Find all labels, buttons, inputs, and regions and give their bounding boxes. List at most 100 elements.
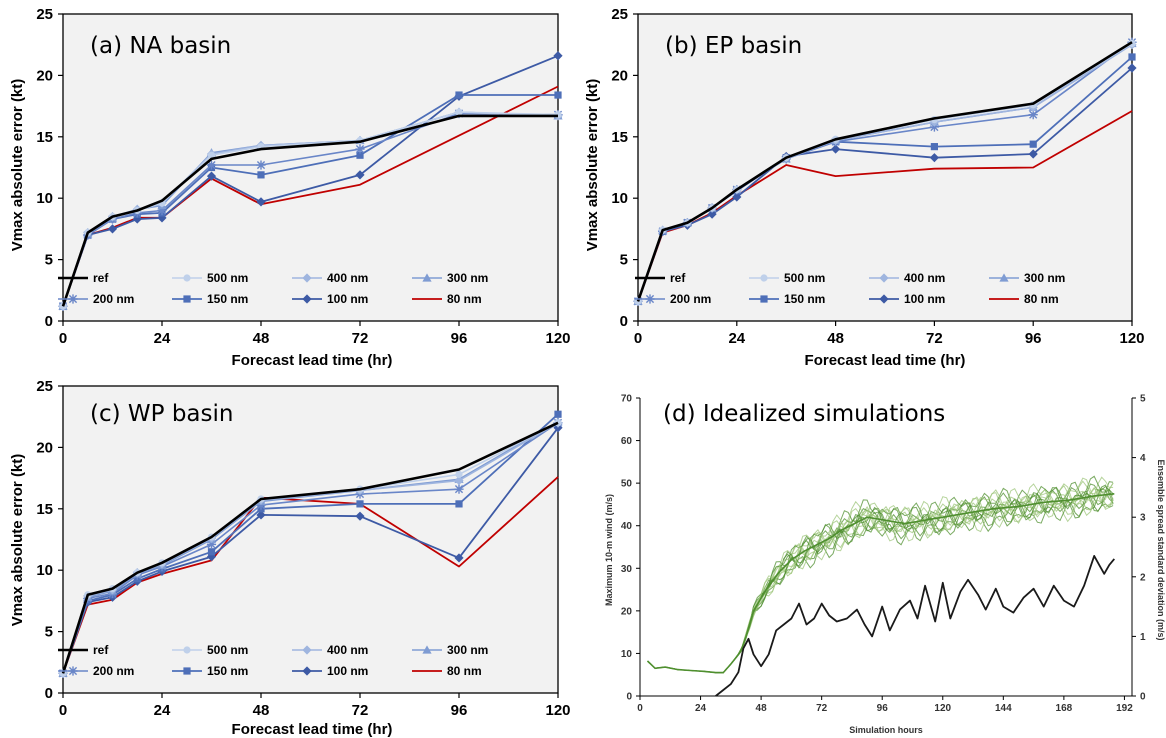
legend-label-ref: ref <box>670 271 686 285</box>
plot-area <box>62 385 559 694</box>
legend-label-80-nm: 80 nm <box>447 664 482 678</box>
x-axis-label: Forecast lead time (hr) <box>805 352 966 369</box>
y2-tick-label: 2 <box>1140 572 1146 583</box>
x-tick-label: 72 <box>816 703 828 714</box>
panel-na-basin: (a) NA basin Vmax absolute error (kt) Fo… <box>9 6 571 369</box>
data-point-100-nm <box>256 510 266 520</box>
data-point-150-nm <box>1029 140 1037 148</box>
data-point-100-nm <box>929 153 939 163</box>
legend-label-150-nm: 150 nm <box>207 664 248 678</box>
legend-marker-500-nm <box>760 274 768 282</box>
x-tick-label: 72 <box>352 702 369 719</box>
y-tick-label: 50 <box>621 479 633 490</box>
y-tick-label: 0 <box>626 692 632 703</box>
series-line-100-nm <box>62 54 559 307</box>
y-tick-label: 10 <box>611 190 628 207</box>
x-tick-label: 48 <box>756 703 768 714</box>
x-tick-label: 192 <box>1116 703 1133 714</box>
series-line-80-nm <box>62 476 559 674</box>
series-line-200-nm <box>62 422 559 674</box>
legend-label-100-nm: 100 nm <box>327 292 368 306</box>
data-point-200-nm <box>929 122 939 132</box>
y-tick-label: 5 <box>45 624 53 641</box>
series-line-ensemble-spread <box>715 555 1115 697</box>
series-line-100-nm <box>62 427 559 674</box>
y-tick-label: 70 <box>621 394 633 405</box>
x-tick-label: 0 <box>637 703 643 714</box>
x-axis-label: Forecast lead time (hr) <box>232 721 393 738</box>
data-point-150-nm <box>207 548 216 556</box>
data-point-100-nm <box>1127 63 1137 73</box>
y2-tick-label: 4 <box>1140 453 1146 464</box>
legend-marker-400-nm <box>302 645 312 655</box>
panel-ep-basin: (b) EP basin Vmax absolute error (kt) Fo… <box>584 6 1145 369</box>
x-axis-label: Simulation hours <box>849 725 923 735</box>
y-tick-label: 15 <box>611 129 628 146</box>
data-point-100-nm <box>553 51 563 61</box>
data-point-150-nm <box>930 143 938 151</box>
x-tick-label: 120 <box>545 702 570 719</box>
data-point-100-nm <box>454 553 464 563</box>
legend-marker-200-nm <box>68 294 78 304</box>
data-point-150-nm <box>554 410 562 418</box>
data-point-200-nm <box>206 160 217 170</box>
panel-title: (d) Idealized simulations <box>663 401 945 427</box>
legend-marker-150-nm <box>183 667 191 675</box>
legend-marker-300-nm <box>422 645 432 654</box>
legend-label-500-nm: 500 nm <box>784 271 825 285</box>
x-tick-label: 24 <box>154 702 171 719</box>
data-point-100-nm <box>107 224 118 234</box>
data-point-150-nm <box>455 91 463 99</box>
series-line-ensemble-wind <box>647 493 1115 674</box>
legend-label-150-nm: 150 nm <box>784 292 825 306</box>
x-tick-label: 96 <box>1025 330 1042 347</box>
data-point-100-nm <box>206 552 217 562</box>
legend-marker-500-nm <box>183 646 191 654</box>
y-axis-label: Vmax absolute error (kt) <box>9 79 26 252</box>
series-line-ref <box>636 41 1133 302</box>
data-point-100-nm <box>206 171 217 181</box>
data-point-100-nm <box>707 209 717 219</box>
legend-label-80-nm: 80 nm <box>447 292 482 306</box>
y2-tick-label: 1 <box>1140 632 1146 643</box>
data-point-200-nm <box>256 160 266 170</box>
y-tick-label: 20 <box>611 67 628 84</box>
y-tick-label: 20 <box>621 606 633 617</box>
legend-marker-300-nm <box>422 273 432 282</box>
data-point-100-nm <box>553 423 563 433</box>
y-tick-label: 0 <box>45 313 53 330</box>
data-point-150-nm <box>356 151 364 159</box>
y-tick-label: 25 <box>611 6 628 23</box>
data-point-200-nm <box>157 205 167 216</box>
data-point-150-nm <box>356 500 364 508</box>
data-point-200-nm <box>1028 110 1038 120</box>
series-line-ref <box>61 114 558 307</box>
legend-marker-400-nm <box>879 273 889 283</box>
legend-marker-100-nm <box>302 294 312 304</box>
y-tick-label: 30 <box>621 564 633 575</box>
x-tick-label: 0 <box>59 702 67 719</box>
x-tick-label: 96 <box>451 330 468 347</box>
y-tick-label: 25 <box>36 378 53 395</box>
y2-tick-label: 3 <box>1140 513 1146 524</box>
data-point-100-nm <box>831 144 841 154</box>
series-line-ref <box>61 421 559 674</box>
y-tick-label: 5 <box>620 252 628 269</box>
legend-label-ref: ref <box>93 271 109 285</box>
x-tick-label: 168 <box>1056 703 1073 714</box>
legend-label-200-nm: 200 nm <box>93 292 134 306</box>
y-tick-label: 20 <box>36 439 53 456</box>
y-tick-label: 40 <box>621 521 633 532</box>
legend-label-400-nm: 400 nm <box>327 271 368 285</box>
data-point-150-nm <box>257 171 265 179</box>
y-tick-label: 25 <box>36 6 53 23</box>
panel-title: (a) NA basin <box>90 33 231 59</box>
y-axis-label: Vmax absolute error (kt) <box>9 454 26 627</box>
series-line-200-nm <box>62 112 559 307</box>
y-tick-label: 10 <box>621 649 633 660</box>
data-point-200-nm <box>355 144 365 154</box>
y-tick-label: 0 <box>45 685 53 702</box>
y-axis-label: Vmax absolute error (kt) <box>584 79 601 252</box>
legend-marker-400-nm <box>302 273 312 283</box>
